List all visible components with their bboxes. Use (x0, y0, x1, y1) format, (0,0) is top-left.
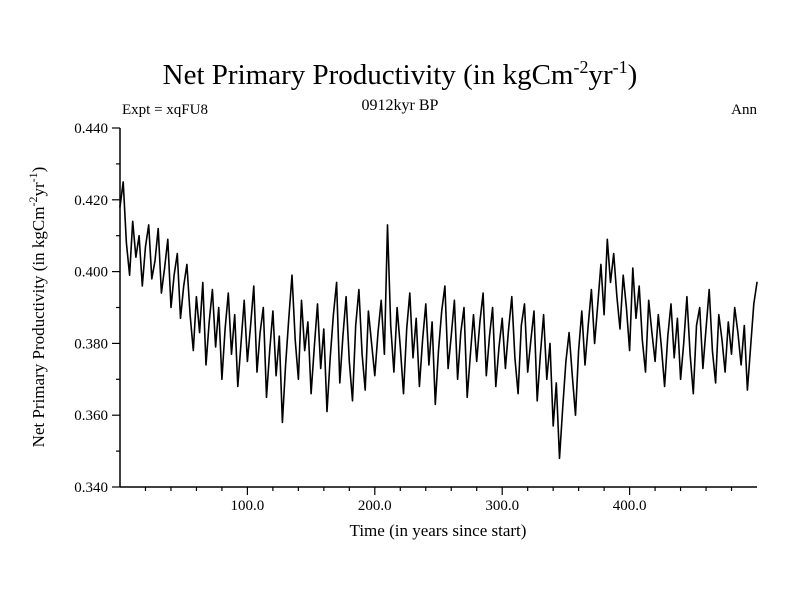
svg-text:0.360: 0.360 (74, 408, 108, 424)
chart-title: Net Primary Productivity (in kgCm-2yr-1) (163, 57, 638, 91)
x-axis-title: Time (in years since start) (350, 521, 527, 540)
experiment-label: Expt = xqFU8 (122, 102, 208, 118)
svg-text:0.380: 0.380 (74, 336, 108, 352)
svg-text:0.340: 0.340 (74, 480, 108, 496)
svg-text:0.400: 0.400 (74, 265, 108, 281)
y-axis-title: Net Primary Productivity (in kgCm-2yr-1) (26, 167, 48, 448)
npp-series-line (119, 181, 758, 460)
svg-text:0.420: 0.420 (74, 193, 108, 209)
svg-text:100.0: 100.0 (231, 498, 265, 514)
tick-labels: 0.340 0.360 0.380 0.400 0.420 0.440 100.0 200.0… (74, 121, 646, 514)
svg-text:300.0: 300.0 (485, 498, 519, 514)
tick-marks (112, 127, 733, 495)
period-label: Ann (731, 102, 757, 118)
svg-text:0.440: 0.440 (74, 121, 108, 137)
svg-text:200.0: 200.0 (358, 498, 392, 514)
svg-text:400.0: 400.0 (613, 498, 647, 514)
chart-subtitle: 0912kyr BP (362, 97, 439, 114)
